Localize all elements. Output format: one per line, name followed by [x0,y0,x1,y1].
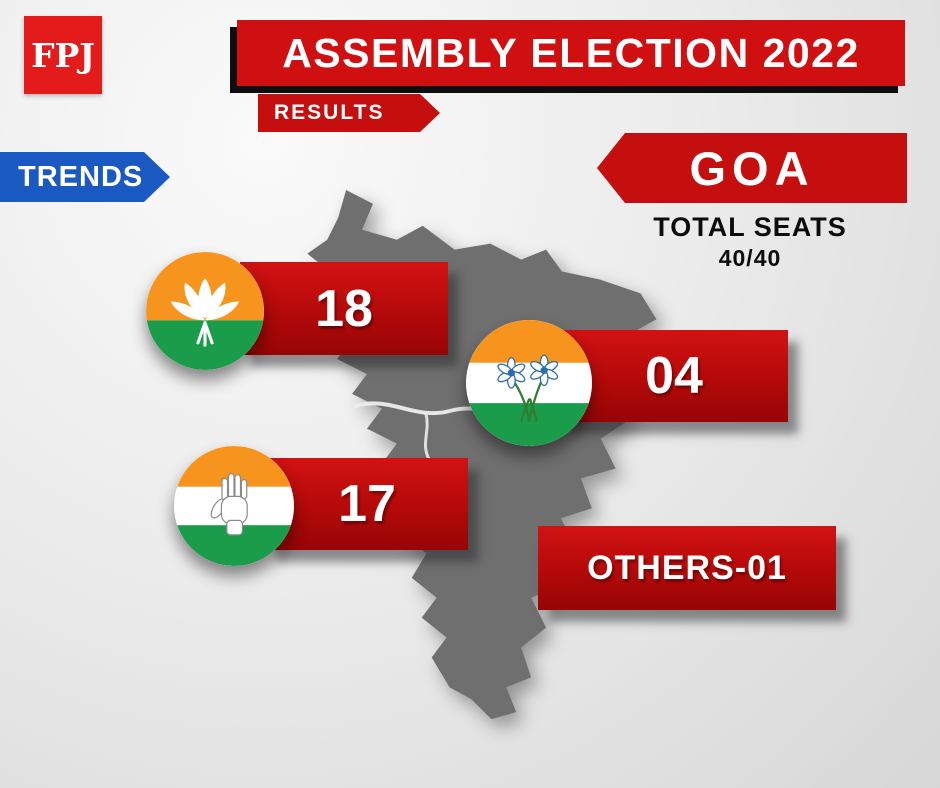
results-ribbon: RESULTS [258,94,440,132]
state-name: GOA [689,141,815,195]
trends-label: TRENDS [18,160,144,193]
seat-count-inc: 17 [338,475,396,533]
river-branch-line [424,411,431,461]
header-banner: ASSEMBLY ELECTION 2022 [237,20,905,86]
total-seats-label: TOTAL SEATS [653,212,847,242]
seat-bar-tmc: 04 [560,330,788,422]
bjp-lotus-icon [146,252,264,370]
seat-bar-bjp: 18 [240,262,448,355]
fpj-logo-text: FPJ [31,35,95,75]
seat-count-others: OTHERS-01 [587,548,787,587]
congress-hand-icon [174,446,294,566]
seat-count-bjp: 18 [315,279,373,338]
results-label: RESULTS [274,101,385,124]
total-seats: TOTAL SEATS 40/40 [600,212,900,272]
seat-count-tmc: 04 [645,347,703,405]
trends-ribbon: TRENDS [0,152,170,202]
total-seats-value: 40/40 [718,245,782,271]
page-title: ASSEMBLY ELECTION 2022 [282,29,860,76]
seat-bar-others: OTHERS-01 [538,526,836,610]
state-name-ribbon: GOA [597,133,907,203]
tmc-flower-icon [466,320,592,446]
fpj-logo: FPJ [24,16,102,94]
seat-bar-inc: 17 [266,458,468,550]
